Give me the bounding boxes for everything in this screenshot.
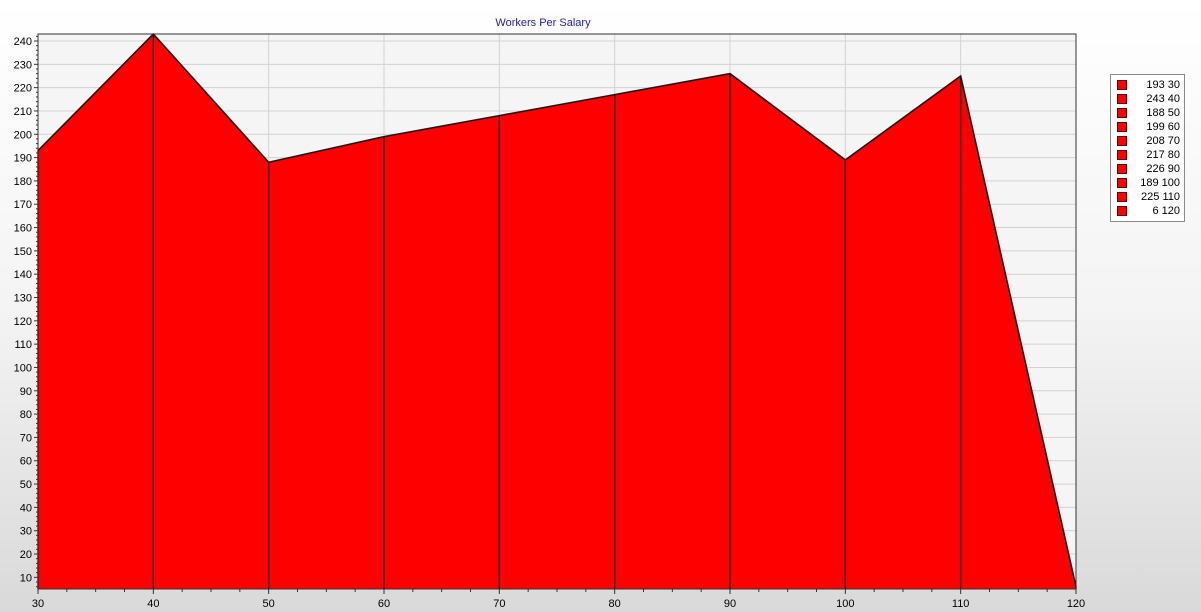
x-tick-label: 110 bbox=[952, 598, 970, 610]
y-tick-label: 230 bbox=[14, 59, 32, 71]
x-tick-label: 60 bbox=[378, 598, 390, 610]
legend-item: 226 90 bbox=[1117, 162, 1180, 176]
legend-swatch bbox=[1117, 136, 1127, 146]
legend-label: 199 60 bbox=[1146, 121, 1180, 133]
legend-swatch bbox=[1117, 178, 1127, 188]
y-tick-label: 110 bbox=[14, 339, 32, 351]
x-tick-label: 70 bbox=[493, 598, 505, 610]
legend-item: 208 70 bbox=[1117, 134, 1180, 148]
chart-title: Workers Per Salary bbox=[495, 17, 591, 29]
legend-label: 189 100 bbox=[1140, 177, 1180, 189]
legend-label: 6 120 bbox=[1152, 205, 1180, 217]
y-tick-label: 210 bbox=[14, 106, 32, 118]
y-tick-label: 50 bbox=[20, 479, 32, 491]
legend-label: 208 70 bbox=[1146, 135, 1180, 147]
legend-label: 193 30 bbox=[1146, 79, 1180, 91]
x-tick-label: 90 bbox=[724, 598, 736, 610]
legend-item: 225 110 bbox=[1117, 190, 1180, 204]
legend-swatch bbox=[1117, 122, 1127, 132]
legend-item: 243 40 bbox=[1117, 92, 1180, 106]
y-tick-label: 120 bbox=[14, 316, 32, 328]
y-tick-label: 200 bbox=[14, 129, 32, 141]
y-tick-label: 60 bbox=[20, 456, 32, 468]
x-tick-label: 40 bbox=[147, 598, 159, 610]
x-tick-label: 50 bbox=[263, 598, 275, 610]
y-tick-label: 80 bbox=[20, 409, 32, 421]
legend-label: 226 90 bbox=[1146, 163, 1180, 175]
y-tick-label: 90 bbox=[20, 386, 32, 398]
legend-swatch bbox=[1117, 192, 1127, 202]
legend-swatch bbox=[1117, 206, 1127, 216]
y-tick-label: 190 bbox=[14, 153, 32, 165]
legend-item: 188 50 bbox=[1117, 106, 1180, 120]
legend-label: 217 80 bbox=[1146, 149, 1180, 161]
legend-item: 6 120 bbox=[1117, 204, 1180, 218]
y-tick-label: 150 bbox=[14, 246, 32, 258]
legend: 193 30 243 40 188 50 199 60 208 70 217 80 226 … bbox=[1110, 74, 1185, 222]
x-tick-label: 100 bbox=[836, 598, 854, 610]
y-tick-label: 30 bbox=[20, 526, 32, 538]
y-tick-label: 20 bbox=[20, 549, 32, 561]
plot-area bbox=[37, 32, 1077, 589]
legend-swatch bbox=[1117, 150, 1127, 160]
legend-item: 217 80 bbox=[1117, 148, 1180, 162]
y-tick-label: 240 bbox=[14, 36, 32, 48]
y-tick-label: 130 bbox=[14, 293, 32, 305]
y-tick-label: 180 bbox=[14, 176, 32, 188]
legend-item: 199 60 bbox=[1117, 120, 1180, 134]
y-tick-label: 70 bbox=[20, 432, 32, 444]
y-tick-label: 140 bbox=[14, 269, 32, 281]
legend-swatch bbox=[1117, 164, 1127, 174]
y-tick-label: 160 bbox=[14, 223, 32, 235]
legend-label: 188 50 bbox=[1146, 107, 1180, 119]
y-tick-label: 100 bbox=[14, 362, 32, 374]
area-outline bbox=[37, 32, 1077, 587]
area-series bbox=[38, 34, 1076, 589]
x-tick-label: 80 bbox=[609, 598, 621, 610]
legend-label: 243 40 bbox=[1146, 93, 1180, 105]
x-tick-label: 30 bbox=[32, 598, 44, 610]
legend-swatch bbox=[1117, 94, 1127, 104]
legend-item: 189 100 bbox=[1117, 176, 1180, 190]
x-tick-label: 120 bbox=[1067, 598, 1085, 610]
y-tick-label: 220 bbox=[14, 83, 32, 95]
axes: 10 20 30 40 50 60 70 80 90 100 110 120 130 140 150 160 1… bbox=[14, 33, 1085, 610]
legend-swatch bbox=[1117, 80, 1127, 90]
legend-label: 225 110 bbox=[1141, 191, 1180, 203]
y-tick-label: 40 bbox=[20, 502, 32, 514]
legend-item: 193 30 bbox=[1117, 78, 1180, 92]
y-tick-label: 10 bbox=[20, 572, 32, 584]
y-tick-label: 170 bbox=[14, 199, 32, 211]
legend-swatch bbox=[1117, 108, 1127, 118]
